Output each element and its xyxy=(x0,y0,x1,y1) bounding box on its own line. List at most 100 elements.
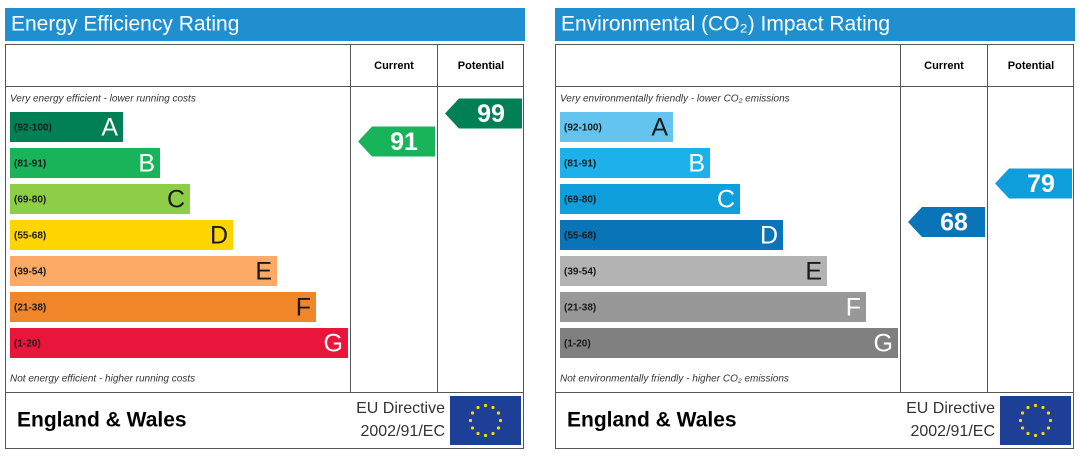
rating-arrow xyxy=(908,207,985,237)
title-bar xyxy=(5,8,525,41)
footer-directive: 2002/91/EC xyxy=(360,423,445,440)
band-letter: D xyxy=(760,222,778,250)
column-header: Current xyxy=(924,60,964,72)
footer-region: England & Wales xyxy=(17,409,187,432)
eu-star xyxy=(1018,418,1023,423)
band-bar xyxy=(10,292,316,322)
footer-region: England & Wales xyxy=(567,409,737,432)
top-note: Very energy efficient - lower running co… xyxy=(10,94,196,105)
band-range: (69-80) xyxy=(564,195,596,206)
band-letter: A xyxy=(101,114,118,142)
band-range: (1-20) xyxy=(14,339,41,350)
band-bar xyxy=(560,328,898,358)
eu-star xyxy=(483,433,488,438)
rating-arrow xyxy=(995,168,1072,199)
band-letter: A xyxy=(651,114,668,142)
footer-directive: EU Directive xyxy=(356,400,445,417)
band-bar xyxy=(560,184,740,214)
eu-star xyxy=(476,431,480,436)
eu-star xyxy=(1026,405,1030,410)
eu-star xyxy=(1041,431,1045,436)
column-header: Potential xyxy=(458,60,504,72)
frame xyxy=(555,44,1074,449)
band-bar xyxy=(560,148,710,178)
top-note: Very environmentally friendly - lower CO… xyxy=(560,94,790,105)
rating-value: 91 xyxy=(390,128,418,156)
band-letter: E xyxy=(805,258,822,286)
band-letter: B xyxy=(138,150,155,178)
band-letter: C xyxy=(717,186,735,214)
band-bar xyxy=(10,220,233,250)
band-bar xyxy=(10,184,190,214)
eu-star xyxy=(498,418,503,423)
rating-value: 99 xyxy=(477,100,505,128)
band-range: (1-20) xyxy=(564,339,591,350)
band-bar xyxy=(560,292,866,322)
rating-arrow xyxy=(358,126,435,157)
footer-directive: EU Directive xyxy=(906,400,995,417)
band-bar xyxy=(10,256,277,286)
eu-star xyxy=(496,426,501,430)
eu-star xyxy=(491,405,495,410)
band-bar xyxy=(10,148,160,178)
band-bar xyxy=(10,328,348,358)
eu-star xyxy=(470,426,475,430)
eu-flag xyxy=(1000,396,1071,445)
band-letter: E xyxy=(255,258,272,286)
footer-directive: 2002/91/EC xyxy=(910,423,995,440)
rating-value: 68 xyxy=(940,209,968,237)
eu-star xyxy=(1048,418,1053,423)
eu-star xyxy=(1033,403,1038,408)
eu-star xyxy=(468,418,473,423)
rating-panel: Environmental (CO₂) Impact Rating Current… xyxy=(555,8,1075,449)
rating-arrow xyxy=(445,98,522,129)
frame xyxy=(5,44,524,449)
band-range: (69-80) xyxy=(14,195,46,206)
panel-title: Environmental (CO₂) Impact Rating xyxy=(561,13,890,36)
eu-star xyxy=(483,403,488,408)
title-bar xyxy=(555,8,1075,41)
rating-panel: Energy Efficiency Rating Current Potential… xyxy=(5,8,525,449)
eu-star xyxy=(1033,433,1038,438)
band-letter: F xyxy=(296,294,311,322)
column-header: Potential xyxy=(1008,60,1054,72)
band-range: (81-91) xyxy=(14,159,46,170)
rating-value: 79 xyxy=(1027,170,1055,198)
bottom-note: Not energy efficient - higher running co… xyxy=(10,374,195,385)
eu-star xyxy=(470,411,475,415)
eu-star xyxy=(1046,426,1051,430)
column-header: Current xyxy=(374,60,414,72)
band-bar xyxy=(560,220,783,250)
band-range: (92-100) xyxy=(564,123,602,134)
eu-star xyxy=(1020,411,1025,415)
band-range: (39-54) xyxy=(564,267,596,278)
band-range: (39-54) xyxy=(14,267,46,278)
band-letter: F xyxy=(846,294,861,322)
panel-title: Energy Efficiency Rating xyxy=(11,13,239,36)
band-bar xyxy=(560,256,827,286)
eu-star xyxy=(1026,431,1030,436)
band-letter: D xyxy=(210,222,228,250)
band-range: (55-68) xyxy=(14,231,46,242)
eu-star xyxy=(496,411,501,415)
band-range: (81-91) xyxy=(564,159,596,170)
eu-star xyxy=(1041,405,1045,410)
band-letter: C xyxy=(167,186,185,214)
bottom-note: Not environmentally friendly - higher CO… xyxy=(560,374,789,385)
band-range: (21-38) xyxy=(14,303,46,314)
band-range: (21-38) xyxy=(564,303,596,314)
band-letter: B xyxy=(688,150,705,178)
eu-star xyxy=(1020,426,1025,430)
band-range: (55-68) xyxy=(564,231,596,242)
band-letter: G xyxy=(874,330,893,358)
eu-star xyxy=(1046,411,1051,415)
band-bar xyxy=(10,112,123,142)
band-letter: G xyxy=(324,330,343,358)
eu-flag xyxy=(450,396,521,445)
eu-star xyxy=(491,431,495,436)
band-bar xyxy=(560,112,673,142)
band-range: (92-100) xyxy=(14,123,52,134)
eu-star xyxy=(476,405,480,410)
